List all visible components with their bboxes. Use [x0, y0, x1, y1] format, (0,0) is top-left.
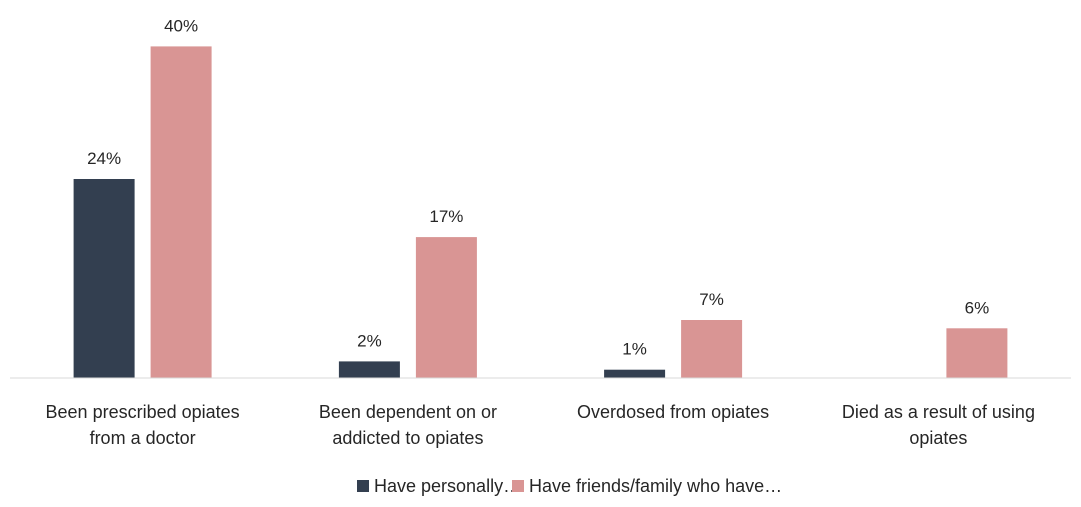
data-label: 24%	[87, 149, 121, 168]
category-labels-layer: Been prescribed opiates from a doctor Been…	[46, 402, 1035, 448]
data-label: 1%	[622, 340, 647, 359]
bar-personally-0	[73, 179, 135, 378]
bar-friends-family-2	[681, 320, 743, 378]
category-label: Died as a result of using	[842, 402, 1035, 422]
data-label: 17%	[429, 207, 463, 226]
bar-personally-2	[604, 369, 666, 378]
data-label: 7%	[699, 290, 724, 309]
data-labels-layer: 24% 40% 2% 17% 1% 7% 6%	[87, 16, 989, 358]
category-label: from a doctor	[90, 428, 196, 448]
category-label: opiates	[909, 428, 967, 448]
data-label: 2%	[357, 331, 382, 350]
legend-swatch	[357, 480, 369, 492]
category-label: Been prescribed opiates	[46, 402, 240, 422]
data-label: 6%	[965, 298, 990, 317]
legend-label: Have personally…	[374, 476, 521, 496]
data-label: 40%	[164, 16, 198, 35]
category-label: addicted to opiates	[332, 428, 483, 448]
bars-layer	[73, 46, 1008, 379]
legend-swatch	[512, 480, 524, 492]
category-label: Overdosed from opiates	[577, 402, 769, 422]
bar-friends-family-0	[150, 46, 212, 379]
category-label: Been dependent on or	[319, 402, 497, 422]
bar-friends-family-1	[415, 237, 477, 378]
legend-label: Have friends/family who have…	[529, 476, 782, 496]
bar-personally-1	[338, 361, 400, 378]
legend: Have personally… Have friends/family who …	[357, 476, 782, 496]
bar-friends-family-3	[946, 328, 1008, 378]
